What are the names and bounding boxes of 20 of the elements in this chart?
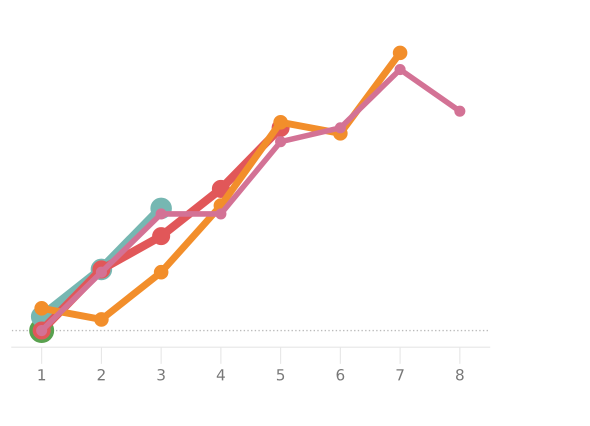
x-tick-label: 6 <box>336 368 344 381</box>
point <box>392 46 408 60</box>
x-tick-label: 7 <box>396 369 404 380</box>
x-tick-label: 4 <box>216 369 225 380</box>
point <box>334 122 346 134</box>
point <box>273 114 288 130</box>
x-tick-label: 1 <box>38 369 46 380</box>
x-tick-label: 5 <box>276 369 284 381</box>
x-tick-label: 3 <box>157 368 165 381</box>
x-tick-label: 2 <box>98 368 105 380</box>
point <box>275 136 286 148</box>
point <box>394 64 406 76</box>
point <box>454 106 466 117</box>
point <box>94 312 109 327</box>
point <box>154 264 168 280</box>
point <box>152 227 170 246</box>
point <box>212 180 230 198</box>
point <box>34 301 49 316</box>
x-tick-label: 8 <box>456 368 464 381</box>
point <box>215 208 226 220</box>
